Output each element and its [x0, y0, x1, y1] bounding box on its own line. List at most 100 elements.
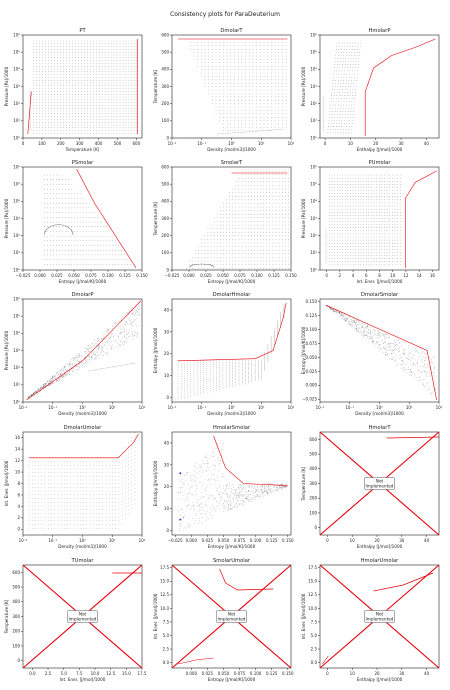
x-tick-label: 2.5 — [45, 671, 52, 676]
chart-title: PSmolar — [72, 160, 94, 166]
plot-area — [326, 171, 437, 268]
x-axis-label: Density [mol/m3]/1000 — [207, 147, 256, 152]
x-tick-label: 14 — [417, 273, 423, 278]
chart-pumolar: PUmolar0 2 4 6 8 10 12 14 1610⁰10¹10²10³10⁴10⁵10… — [298, 157, 448, 289]
x-tick-label: 0.000 — [34, 273, 46, 278]
y-tick-label: 100 — [161, 250, 169, 255]
y-tick-label: 400 — [161, 199, 169, 204]
chart-title: PT — [79, 28, 86, 34]
highlight-curve — [326, 305, 437, 400]
y-tick-label: 10⁶ — [310, 164, 317, 169]
chart-hmolarumolar: HmolarUmolar0 10 20 30 400.02.55.07.510.012.… — [298, 555, 448, 687]
chart-title: DmolarT — [220, 28, 243, 34]
x-tick-label: 10² — [139, 538, 146, 543]
highlight-curve — [406, 171, 437, 268]
x-tick-label: 10⁻¹ — [48, 538, 57, 543]
x-axis-label: Enthalpy [J/mol]/1000 — [357, 544, 403, 549]
y-tick-label: 600 — [161, 32, 169, 37]
y-tick-label: 7.5 — [311, 619, 318, 624]
x-tick-label: 0.025 — [51, 273, 63, 278]
x-tick-label: 0.025 — [202, 671, 214, 676]
x-tick-label: 10² — [139, 405, 146, 410]
x-tick-label: 30 — [399, 671, 405, 676]
plot-area — [44, 169, 136, 268]
x-tick-label: 20 — [373, 141, 379, 146]
x-tick-label: 0.000 — [186, 671, 198, 676]
x-tick-label: 0.125 — [266, 538, 278, 543]
axes-frame — [23, 432, 142, 535]
y-tick-label: 400 — [12, 599, 20, 604]
x-tick-label: 0 — [325, 273, 328, 278]
not-implemented-label: Implemented — [69, 617, 97, 622]
x-axis-label: Enthalpy [J/mol]/1000 — [357, 677, 403, 682]
x-tick-label: 10⁰ — [376, 405, 383, 410]
x-tick-label: 8 — [378, 273, 381, 278]
x-tick-label: 0.100 — [102, 273, 114, 278]
x-tick-label: 10⁰ — [79, 405, 86, 410]
x-tick-label: 0.050 — [68, 273, 80, 278]
x-tick-label: 0.125 — [119, 273, 131, 278]
x-tick-label: 15.0 — [122, 671, 131, 676]
x-tick-label: 0 — [22, 141, 25, 146]
y-tick-label: 40 — [164, 307, 170, 312]
y-tick-label: 17.5 — [160, 565, 169, 570]
y-tick-label: 2.5 — [163, 646, 170, 651]
y-tick-label: 0 — [166, 528, 169, 533]
x-tick-label: 40 — [424, 538, 430, 543]
x-tick-label: 10.0 — [91, 671, 100, 676]
plot-area — [387, 437, 439, 438]
y-tick-label: 10² — [13, 101, 20, 106]
data-points — [326, 305, 435, 394]
x-tick-label: 0.100 — [250, 538, 262, 543]
chart-title: HmolarP — [368, 28, 390, 34]
y-tick-label: 300 — [161, 216, 169, 221]
chart-title: DmolarUmolar — [64, 425, 103, 431]
y-tick-label: 0 — [166, 267, 169, 272]
x-tick-label: 10 — [350, 538, 356, 543]
y-tick-label: 10³ — [310, 216, 317, 221]
y-tick-label: 0.0 — [163, 660, 170, 665]
y-tick-label: 600 — [309, 437, 317, 442]
y-tick-label: 10⁶ — [13, 164, 20, 169]
x-tick-label: 300 — [76, 141, 84, 146]
x-tick-label: 10⁻¹ — [48, 405, 57, 410]
x-tick-label: 10¹ — [258, 405, 265, 410]
y-tick-label: 0.125 — [306, 313, 318, 318]
x-axis-label: Density [mol/m3]/1000 — [58, 411, 107, 416]
x-tick-label: 0 — [326, 671, 329, 676]
x-tick-label: 0.075 — [85, 273, 97, 278]
x-tick-label: 10⁻² — [19, 405, 28, 410]
x-tick-label: 10⁻¹ — [197, 141, 206, 146]
x-tick-label: 0 — [326, 538, 329, 543]
x-tick-label: 10¹ — [109, 538, 116, 543]
data-points — [324, 43, 361, 133]
plot-area — [28, 39, 138, 134]
y-tick-label: 300 — [12, 614, 20, 619]
axes-frame — [172, 167, 291, 270]
highlight-curve — [28, 92, 32, 134]
x-axis-label: Entropy [J/mol/K]/1000 — [208, 279, 256, 284]
y-tick-label: 30 — [164, 462, 170, 467]
highlight-curve — [374, 573, 433, 591]
y-tick-label: 10⁶ — [13, 32, 20, 37]
y-axis-label: Int. Ener. [J/mol]/1000 — [301, 593, 306, 639]
x-tick-label: 0.025 — [202, 538, 214, 543]
x-tick-label: 600 — [133, 141, 141, 146]
y-tick-label: 200 — [309, 496, 317, 501]
plot-area — [29, 433, 138, 528]
x-tick-label: 0.150 — [282, 671, 294, 676]
y-tick-label: 200 — [12, 629, 20, 634]
y-tick-label: 10⁰ — [310, 135, 317, 140]
y-tick-label: 10⁰ — [13, 267, 20, 272]
y-tick-label: 400 — [309, 466, 317, 471]
x-tick-label: 0.050 — [218, 538, 230, 543]
x-axis-label: Int. Ener. [J/mol]/1000 — [60, 677, 106, 682]
y-tick-label: 20 — [164, 351, 170, 356]
data-points — [187, 39, 287, 134]
not-implemented-label: Implemented — [218, 617, 246, 622]
x-tick-label: 10² — [288, 405, 295, 410]
chart-title: TUmolar — [71, 558, 95, 564]
y-tick-label: 100 — [309, 510, 317, 515]
y-tick-label: 500 — [161, 50, 169, 55]
